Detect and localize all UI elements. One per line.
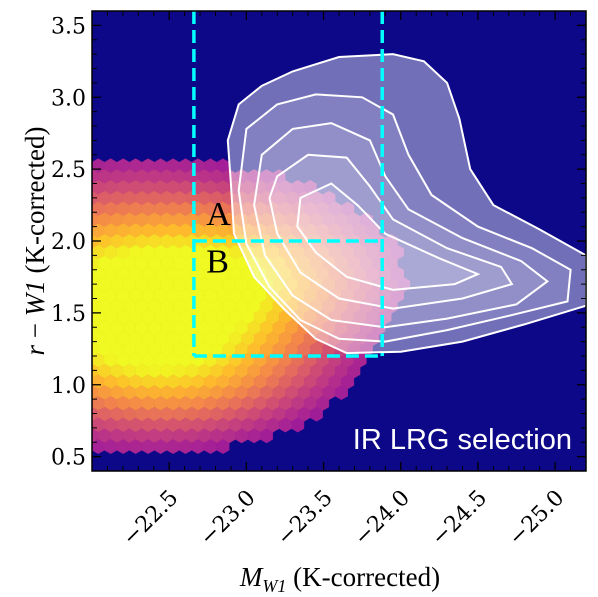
- x-tick-label: −24.0: [350, 486, 415, 551]
- y-axis-title: r − W1 (K-corrected): [20, 127, 50, 356]
- hexbin-cell: [73, 429, 86, 443]
- contour-level-4: [268, 153, 514, 310]
- hexbin-cell: [92, 421, 93, 429]
- hexbin-cell: [92, 334, 93, 343]
- hexbin-cell: [73, 342, 86, 356]
- y-tick-label: 3.5: [51, 14, 86, 39]
- hexbin-cell: [291, 417, 305, 433]
- hexbin-cell: [92, 356, 93, 365]
- hexbin-cell: [73, 256, 86, 270]
- hexbin-cell: [73, 213, 86, 227]
- hexbin-cell: [92, 205, 93, 213]
- contour-layer: [226, 53, 586, 355]
- x-tick-label: −23.5: [272, 486, 337, 551]
- y-tick-label: 2.5: [51, 158, 86, 183]
- hexbin-cell: [92, 269, 93, 278]
- axis-ticks: [92, 11, 586, 472]
- hexbin-cell: [73, 407, 86, 421]
- x-tick-labels: −22.5 −23.0 −23.5 −24.0 −24.5 −25.0: [118, 486, 569, 551]
- x-tick-label: −25.0: [504, 486, 569, 551]
- y-tick-label: 3.0: [51, 86, 86, 111]
- hexbin-cell: [260, 428, 273, 444]
- hexbin-cell: [92, 291, 93, 300]
- hexbin-cell: [73, 277, 86, 291]
- contour-level-5: [296, 182, 481, 291]
- region-label-a: A: [206, 196, 231, 233]
- contour-level-1: [226, 53, 586, 355]
- selection-box: [192, 11, 384, 358]
- y-tick-label: 0.5: [51, 446, 86, 471]
- x-tick-label: −24.5: [427, 486, 492, 551]
- x-tick-label: −22.5: [118, 486, 183, 551]
- y-tick-label: 1.5: [51, 302, 86, 327]
- y-tick-label: 1.0: [51, 374, 86, 399]
- hexbin-cell: [216, 439, 230, 455]
- hexbin-cell: [73, 191, 86, 205]
- region-label-b: B: [206, 244, 229, 281]
- y-tick-labels: 0.5 1.0 1.5 2.0 2.5 3.0 3.5: [51, 14, 86, 470]
- x-tick-label: −23.0: [195, 486, 260, 551]
- hexbin-cell: [335, 385, 348, 401]
- selection-annotation: IR LRG selection: [353, 424, 572, 456]
- x-axis-title: MW1 (K-corrected): [239, 562, 440, 596]
- hexbin-cell: [310, 406, 323, 422]
- y-tick-label: 2.0: [51, 230, 86, 255]
